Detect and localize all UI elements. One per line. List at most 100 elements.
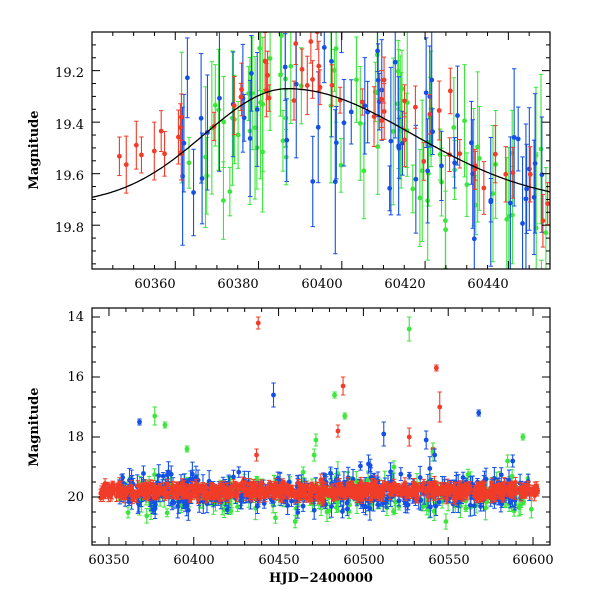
bottom-green-point bbox=[152, 468, 157, 481]
top-green-point bbox=[278, 33, 283, 117]
top-red-point-marker bbox=[139, 152, 144, 158]
top-blue-point bbox=[400, 110, 405, 176]
bottom-green-point-marker bbox=[483, 505, 488, 511]
top-blue-point bbox=[388, 66, 394, 216]
top-blue-point-marker bbox=[396, 143, 402, 149]
bottom-green-point bbox=[144, 508, 150, 524]
top-red-point-marker bbox=[359, 99, 365, 105]
top-green-point-marker bbox=[332, 68, 337, 73]
top-green-point-marker bbox=[221, 119, 227, 125]
bottom-green-point bbox=[463, 504, 469, 512]
top-red-point-marker bbox=[402, 98, 407, 104]
top-blue-point bbox=[339, 32, 344, 54]
top-blue-point bbox=[332, 109, 338, 255]
top-blue-point bbox=[532, 93, 538, 234]
top-red-point-marker bbox=[421, 159, 427, 164]
bottom-blue-point-marker bbox=[180, 498, 186, 504]
bottom-panel: 60350 60400 60450 60500 60550 60600 14 1… bbox=[27, 307, 554, 586]
bottom-blue-point bbox=[236, 466, 242, 478]
top-green-point bbox=[390, 57, 396, 206]
bottom-blue-point-marker bbox=[428, 504, 433, 510]
top-red-point-marker bbox=[239, 87, 244, 92]
bottom-blue-point-marker bbox=[141, 471, 146, 476]
bottom-blue-point-marker bbox=[367, 506, 373, 511]
top-red-point-marker bbox=[378, 96, 384, 102]
top-red-point bbox=[151, 121, 157, 181]
top-green-point-marker bbox=[221, 198, 226, 204]
top-blue-point-marker bbox=[282, 64, 288, 70]
top-red-point bbox=[329, 64, 335, 107]
top-blue-point-marker bbox=[241, 115, 247, 121]
top-blue-point bbox=[241, 93, 247, 142]
top-red-point bbox=[133, 120, 139, 170]
top-green-point-marker bbox=[361, 168, 367, 174]
top-blue-point bbox=[488, 177, 494, 223]
top-green-point-marker bbox=[257, 45, 263, 51]
bottom-blue-point-marker bbox=[285, 503, 291, 508]
top-red-point-marker bbox=[238, 94, 244, 100]
top-green-point-marker bbox=[227, 189, 233, 194]
top-red-point bbox=[510, 146, 516, 199]
top-red-point bbox=[158, 110, 164, 153]
top-green-point bbox=[280, 109, 286, 172]
top-green-point bbox=[543, 167, 549, 269]
bottom-green-point-marker bbox=[125, 510, 131, 515]
top-green-point-marker bbox=[280, 138, 286, 144]
top-green-point bbox=[443, 190, 449, 269]
top-red-point bbox=[231, 76, 237, 136]
bottom-blue-point bbox=[340, 504, 345, 519]
top-red-point bbox=[492, 125, 498, 184]
top-red-point bbox=[117, 136, 122, 177]
top-green-point-marker bbox=[252, 125, 258, 131]
top-red-point-marker bbox=[527, 171, 533, 177]
bottom-blue-point-marker bbox=[224, 507, 230, 513]
top-red-point bbox=[359, 88, 365, 116]
top-red-point bbox=[293, 32, 299, 65]
top-red-point bbox=[412, 85, 418, 129]
bottom-blue-point-marker bbox=[498, 472, 504, 478]
top-blue-point-marker bbox=[254, 107, 260, 112]
top-red-point bbox=[337, 86, 343, 114]
bottom-blue-point bbox=[328, 466, 333, 480]
bottom-blue-point-marker bbox=[483, 476, 489, 482]
top-blue-point bbox=[507, 136, 513, 269]
bottom-blue-point-marker bbox=[358, 463, 363, 469]
top-blue-point-marker bbox=[515, 136, 521, 142]
bottom-blue-point-marker bbox=[289, 498, 294, 504]
top-blue-point-marker bbox=[198, 115, 204, 121]
top-blue-point bbox=[282, 33, 288, 101]
top-red-point bbox=[371, 86, 377, 148]
top-green-point-marker bbox=[543, 230, 549, 236]
top-red-point bbox=[378, 70, 384, 128]
top-blue-point-marker bbox=[362, 103, 368, 109]
top-blue-point bbox=[180, 106, 186, 246]
top-red-point bbox=[436, 80, 442, 141]
top-blue-point bbox=[392, 32, 398, 139]
top-green-point bbox=[539, 259, 544, 269]
top-red-point bbox=[299, 48, 305, 91]
top-blue-point-marker bbox=[249, 70, 254, 76]
top-red-point-marker bbox=[427, 111, 433, 117]
top-blue-point bbox=[539, 116, 545, 233]
top-blue-point-marker bbox=[511, 134, 517, 140]
top-green-point-marker bbox=[283, 115, 289, 121]
top-blue-point bbox=[284, 98, 290, 182]
top-green-point bbox=[260, 91, 266, 213]
top-red-point-marker bbox=[402, 137, 408, 143]
top-blue-point bbox=[184, 37, 190, 119]
bottom-data-layer bbox=[98, 316, 541, 530]
top-red-point-marker bbox=[291, 98, 297, 103]
bottom-green-point bbox=[391, 507, 396, 516]
bottom-green-point-marker bbox=[443, 519, 449, 524]
top-green-point bbox=[252, 56, 258, 200]
top-red-point-marker bbox=[117, 153, 122, 159]
top-red-point bbox=[139, 136, 144, 174]
top-green-point-marker bbox=[357, 121, 363, 126]
top-green-point bbox=[227, 166, 233, 217]
top-red-point bbox=[427, 94, 433, 135]
top-blue-point bbox=[425, 118, 431, 224]
top-ytick-label-19.6: 19.6 bbox=[55, 169, 84, 184]
top-red-point-marker bbox=[262, 58, 268, 64]
top-xtick-label-60360: 60360 bbox=[134, 277, 175, 292]
